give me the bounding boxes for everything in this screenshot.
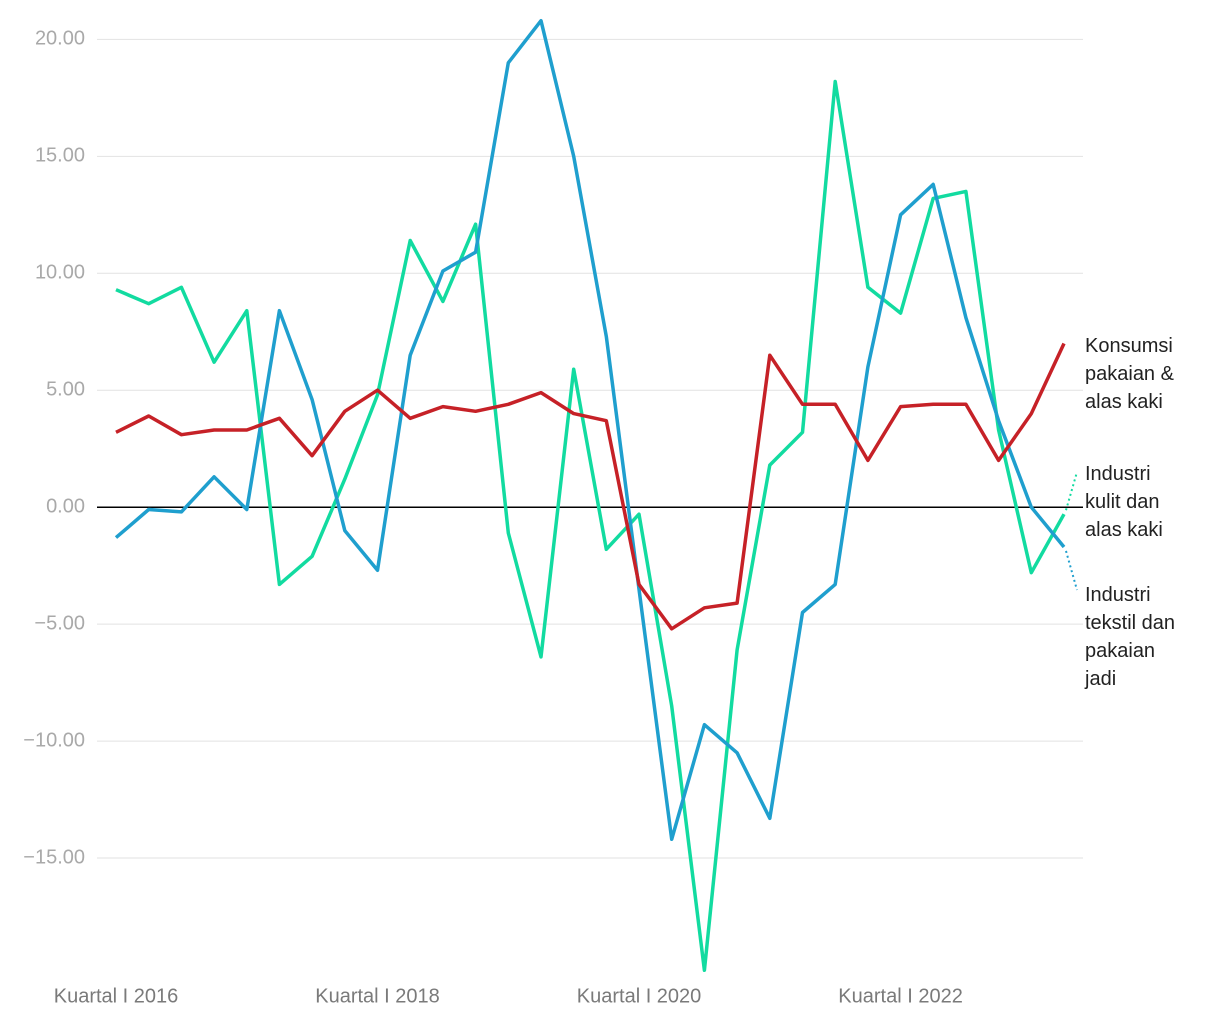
x-tick-label: Kuartal I 2016 [54, 985, 179, 1007]
x-tick-label: Kuartal I 2020 [577, 985, 702, 1007]
y-tick-label: −5.00 [34, 612, 85, 634]
y-tick-label: 0.00 [46, 495, 85, 517]
y-tick-label: 5.00 [46, 379, 85, 401]
series-line [115, 342, 1066, 631]
y-tick-label: −10.00 [23, 729, 85, 751]
y-tick-label: 15.00 [35, 145, 85, 167]
series-label: Industri tekstil dan pakaian jadi [1085, 584, 1176, 690]
series-line [115, 79, 1066, 973]
x-tick-label: Kuartal I 2018 [315, 985, 440, 1007]
series-label: Industri kulit dan alas kaki [1085, 463, 1163, 541]
y-tick-label: 20.00 [35, 28, 85, 50]
series-label: Konsumsi pakaian & alas kaki [1085, 335, 1174, 413]
series-line [114, 18, 1066, 842]
x-tick-label: Kuartal I 2022 [838, 985, 963, 1007]
y-tick-label: −15.00 [23, 846, 85, 868]
label-connector [1065, 471, 1078, 511]
y-tick-label: 10.00 [35, 262, 85, 284]
label-connector [1065, 550, 1078, 591]
